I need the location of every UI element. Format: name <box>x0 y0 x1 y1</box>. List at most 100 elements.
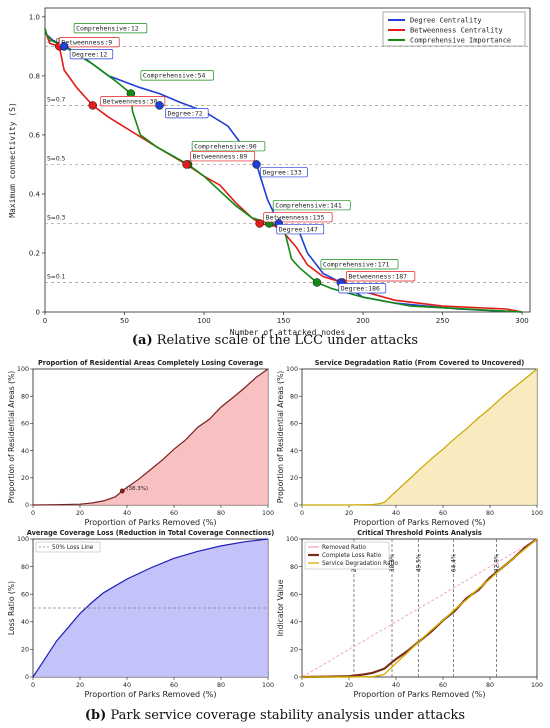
marker-label-box <box>263 212 333 223</box>
x-axis-label: Proportion of Parks Removed (%) <box>353 690 485 699</box>
marker-label-box <box>346 271 416 282</box>
y-tick-label: 100 <box>17 536 29 543</box>
marker-label-box <box>165 108 209 119</box>
x-tick-label: 20 <box>345 682 353 689</box>
threshold-point <box>119 488 125 494</box>
marker-label: Degree:133 <box>262 168 301 176</box>
marker-label-box <box>73 23 148 34</box>
threshold-label: S=0.7 <box>47 96 66 103</box>
legend-label: Removed Ratio <box>322 545 366 551</box>
x-tick-label: 80 <box>217 682 225 689</box>
x-axis-label: Number of attacked nodes <box>230 328 346 337</box>
x-tick-label: 60 <box>439 510 447 517</box>
marker-label-box <box>191 141 266 152</box>
x-tick-label: 80 <box>486 510 494 517</box>
y-tick-label: 0 <box>294 674 298 681</box>
y-tick-label: 20 <box>290 475 298 482</box>
marker-label: Comprehensive:12 <box>76 24 139 32</box>
y-tick-label: 80 <box>21 393 29 400</box>
threshold-label: S=0.1 <box>47 273 66 280</box>
y-axis-label: Indicator Value <box>276 579 285 636</box>
marker-label-box <box>260 167 308 178</box>
panel-service-degradation: Service Degradation Ratio (From Covered … <box>276 359 543 527</box>
x-tick-label: 0 <box>31 682 35 689</box>
marker-label-box <box>276 224 325 235</box>
y-tick-label: 40 <box>290 619 298 626</box>
y-tick-label: 40 <box>21 448 29 455</box>
y-tick-label: 60 <box>21 421 29 428</box>
marker-label: Betweenness:135 <box>266 213 325 221</box>
legend-label: 50% Loss Line <box>52 545 94 551</box>
legend-box <box>35 541 101 553</box>
marker-label-box <box>58 37 120 48</box>
area-line <box>32 368 269 506</box>
y-tick-label: 0 <box>36 309 40 317</box>
y-tick-label: 20 <box>21 647 29 654</box>
marker-label: Betweenness:9 <box>61 38 112 46</box>
x-tick-label: 100 <box>262 682 274 689</box>
marker-label: Degree:12 <box>72 50 107 58</box>
x-tick-label: 0 <box>31 510 35 517</box>
attack-marker <box>88 101 97 110</box>
x-tick-label: 0 <box>300 682 304 689</box>
x-tick-label: 80 <box>486 682 494 689</box>
marker-label-box <box>338 283 387 294</box>
x-tick-label: 40 <box>392 510 400 517</box>
legend-label: Degree Centrality <box>410 17 482 25</box>
attack-marker <box>312 278 322 287</box>
y-tick-label: 80 <box>290 393 298 400</box>
x-axis-label: Proportion of Parks Removed (%) <box>353 518 485 527</box>
marker-label: Betweenness:89 <box>193 152 248 160</box>
x-tick-label: 60 <box>439 682 447 689</box>
plot-frame <box>44 7 531 313</box>
marker-label-box <box>100 96 166 107</box>
marker-label: Comprehensive:141 <box>275 201 342 209</box>
threshold-label: 49.5% <box>416 553 422 572</box>
y-tick-label: 60 <box>290 421 298 428</box>
y-tick-label: 40 <box>21 619 29 626</box>
series-line-2 <box>302 538 538 678</box>
threshold-label: S=0.9 <box>47 37 66 44</box>
y-tick-label: 20 <box>290 647 298 654</box>
threshold-label: 38.3% <box>390 553 396 572</box>
x-tick-label: 100 <box>531 682 543 689</box>
marker-label: Comprehensive:171 <box>323 260 390 268</box>
y-tick-label: 0.4 <box>29 190 41 198</box>
x-tick-label: 60 <box>170 682 178 689</box>
y-axis-label: Proportion of Residential Areas (%) <box>7 371 16 504</box>
panel-title: Critical Threshold Points Analysis <box>357 529 482 537</box>
x-tick-label: 50 <box>120 317 129 325</box>
x-tick-label: 150 <box>277 317 290 325</box>
y-tick-label: 100 <box>17 366 29 373</box>
marker-label-box <box>140 70 215 81</box>
marker-label-box <box>320 259 399 270</box>
y-tick-label: 0.8 <box>29 72 40 80</box>
x-tick-label: 60 <box>170 510 178 517</box>
x-tick-label: 200 <box>356 317 369 325</box>
legend-label: Comprehensive Importance <box>410 37 511 45</box>
y-tick-label: 0.2 <box>29 249 40 257</box>
y-tick-label: 60 <box>290 591 298 598</box>
x-tick-label: 250 <box>436 317 449 325</box>
legend-label: Service Degradation Ratio <box>322 561 398 567</box>
panel-title: Proportion of Residential Areas Complete… <box>38 359 264 367</box>
marker-label: Comprehensive:90 <box>194 142 257 150</box>
marker-label: Degree:72 <box>167 109 202 117</box>
y-tick-label: 20 <box>21 475 29 482</box>
threshold-label: S=0.3 <box>47 214 66 221</box>
legend-box <box>382 11 526 47</box>
threshold-label: 64.4% <box>451 553 457 572</box>
area-fill <box>302 369 537 505</box>
y-axis-label: Loss Ratio (%) <box>7 581 16 635</box>
x-tick-label: 20 <box>76 682 84 689</box>
x-tick-label: 100 <box>262 510 274 517</box>
threshold-label: S=0.5 <box>47 155 66 162</box>
y-tick-label: 0 <box>25 674 29 681</box>
attack-marker <box>255 219 264 228</box>
caption-a: (a) Relative scale of the LCC under atta… <box>132 333 418 348</box>
y-tick-label: 100 <box>286 536 298 543</box>
y-axis-label: Maximum connectivity (S) <box>8 102 17 218</box>
y-tick-label: 0 <box>294 502 298 509</box>
panel-title: Average Coverage Loss (Reduction in Tota… <box>27 529 274 537</box>
